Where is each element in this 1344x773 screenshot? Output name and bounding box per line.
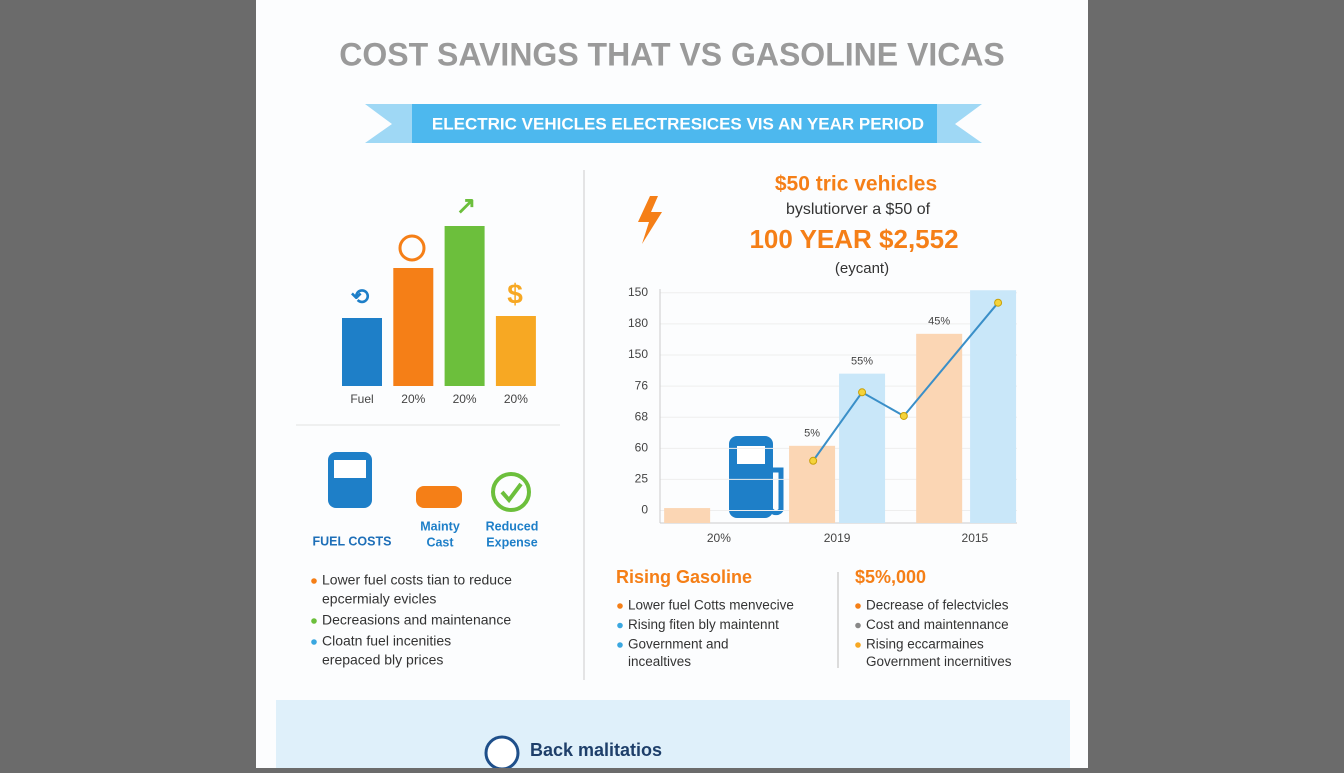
icon	[398, 234, 426, 262]
y-tick-label: 150	[628, 347, 648, 361]
footer-title: Back malitatios	[530, 740, 662, 760]
icon: ⟲	[351, 284, 370, 309]
x-tick-label: 2015	[962, 531, 989, 545]
title: COST SAVINGS THAT VS GASOLINE VICAS	[339, 36, 1005, 72]
x-tick-label: 2019	[824, 531, 851, 545]
car-icon	[416, 486, 462, 508]
point	[809, 456, 818, 465]
icon-label: Reduced	[486, 519, 539, 533]
annotation: 55%	[851, 356, 873, 368]
list-item: Cost and maintennance	[866, 617, 1009, 632]
bullet	[311, 618, 317, 624]
list-item: Lower fuel Cotts menvecive	[628, 598, 794, 613]
bar	[495, 316, 536, 386]
bullet	[311, 578, 317, 584]
highlight: $50 tric vehicles	[775, 173, 937, 196]
bar	[839, 373, 886, 523]
highlight: 100 YEAR $2,552	[749, 224, 958, 254]
highlight: (eycant)	[835, 260, 889, 277]
point	[994, 298, 1003, 307]
ribbon-tail	[365, 104, 412, 143]
list-item: Rising fiten bly maintennt	[628, 617, 779, 632]
bar	[342, 318, 382, 386]
bar	[444, 226, 485, 386]
list-item: incealtives	[628, 654, 691, 669]
list-item: Government incernitives	[866, 654, 1012, 669]
section-heading: $5%,000	[855, 567, 926, 587]
line	[812, 302, 999, 462]
x-tick-label: 20%	[453, 392, 477, 406]
list-item: Rising eccarmaines	[866, 637, 984, 652]
bar	[916, 333, 963, 523]
x-tick-label: 20%	[707, 531, 731, 545]
y-tick-label: 60	[635, 440, 649, 454]
highlight: byslutiorver a $50 of	[786, 201, 931, 218]
y-tick-label: 76	[635, 378, 649, 392]
check-icon	[491, 472, 531, 512]
y-tick-label: 0	[641, 503, 648, 517]
list-item: Lower fuel costs tian to reduce	[322, 572, 512, 588]
bus-window	[334, 460, 366, 478]
bar	[393, 268, 434, 386]
list-item: Government and	[628, 637, 729, 652]
x-tick-label: Fuel	[350, 392, 373, 406]
check-mark	[500, 482, 523, 504]
bullet	[855, 603, 861, 609]
ribbon-tail	[937, 104, 982, 143]
y-tick-label: 68	[635, 409, 649, 423]
icon: ↗	[456, 192, 476, 219]
pump-screen	[737, 446, 765, 464]
bullet	[855, 642, 861, 648]
bullet	[617, 642, 623, 648]
bullet	[617, 603, 623, 609]
banner: ELECTRIC VEHICLES ELECTRESICES VIS AN YE…	[432, 114, 924, 133]
list-item: Decreasions and maintenance	[322, 612, 511, 628]
section-heading: Rising Gasoline	[616, 567, 752, 587]
footer-icon	[484, 735, 520, 771]
list-item: Decrease of felectvicles	[866, 598, 1009, 613]
ribbon	[412, 104, 937, 143]
list-item: epcermialy evicles	[322, 591, 436, 607]
y-tick-label: 25	[635, 472, 649, 486]
x-tick-label: 20%	[504, 392, 528, 406]
point	[858, 388, 867, 397]
lightning-icon	[638, 196, 662, 244]
x-tick-label: 20%	[401, 392, 425, 406]
list-item: erepaced bly prices	[322, 652, 443, 668]
icon-label: Mainty	[420, 519, 460, 533]
icon-label: Cast	[426, 535, 454, 549]
footer-panel	[276, 700, 1070, 768]
icon: $	[507, 278, 523, 309]
list-item: Cloatn fuel incenities	[322, 633, 451, 649]
y-tick-label: 150	[628, 285, 648, 299]
annotation: 45%	[928, 316, 950, 328]
point	[899, 411, 908, 420]
annotation: 5%	[804, 428, 820, 440]
bullet	[855, 622, 861, 629]
bar	[664, 508, 711, 523]
y-tick-label: 180	[628, 316, 648, 330]
bar	[970, 290, 1017, 523]
bullet	[311, 639, 317, 645]
bullet	[617, 622, 623, 629]
icon-label: Expense	[486, 535, 537, 549]
icon-label: FUEL COSTS	[313, 534, 392, 548]
